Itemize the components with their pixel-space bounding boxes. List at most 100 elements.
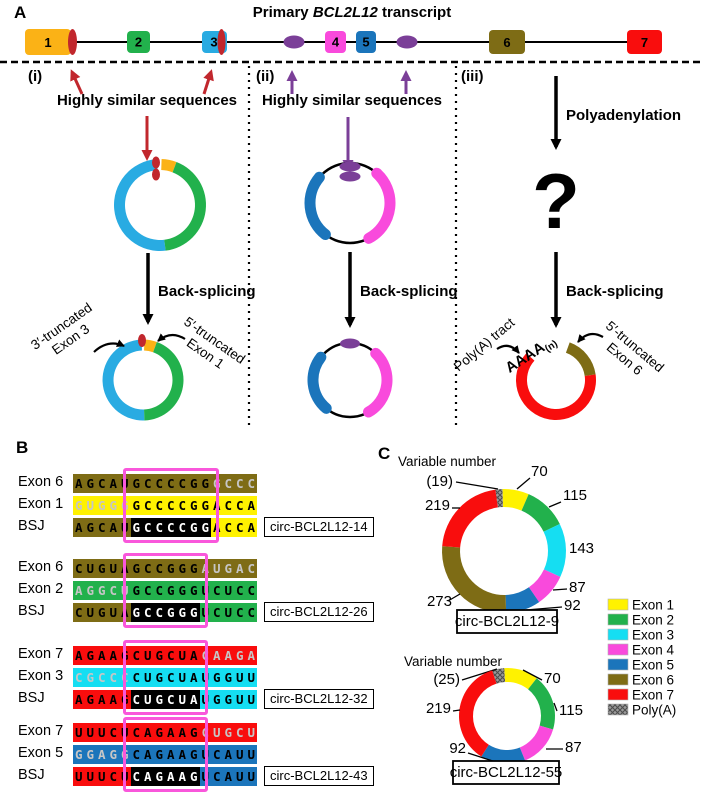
panel-c: C Variable number Variable number (19) 70… — [378, 444, 676, 785]
seq-base: C — [107, 581, 119, 600]
legend-label: Exon 7 — [632, 688, 674, 703]
donut-value-label: 115 — [563, 487, 587, 504]
legend-swatch-exon2 — [607, 613, 629, 626]
section-ii-label: (ii) — [256, 68, 274, 85]
seq-base: A — [211, 646, 223, 665]
seq-base: G — [153, 767, 165, 786]
seq-row-label: BSJ — [18, 767, 45, 783]
legend-label: Exon 1 — [632, 598, 674, 613]
seq-base: U — [245, 745, 257, 764]
seq-base: A — [222, 767, 234, 786]
seq-base: U — [211, 723, 223, 742]
seq-base: U — [234, 767, 246, 786]
seq-base: A — [188, 668, 200, 687]
seq-base: G — [188, 474, 200, 493]
seq-base: A — [73, 518, 85, 537]
seq-base: A — [107, 690, 119, 709]
seq-base: U — [176, 646, 188, 665]
seq-base: A — [142, 767, 154, 786]
donut-value-label: 115 — [559, 702, 583, 719]
exon-arc-exon4 — [363, 167, 396, 244]
seq-base: G — [188, 518, 200, 537]
seq-base: A — [73, 581, 85, 600]
ring-arc-exon2 — [164, 162, 207, 251]
seq-base: G — [222, 668, 234, 687]
seq-row-label: BSJ — [18, 690, 45, 706]
seq-base: G — [130, 603, 142, 622]
legend-label: Exon 4 — [632, 643, 675, 658]
seq-base: A — [73, 690, 85, 709]
seq-base: C — [96, 518, 108, 537]
donut-callout-line — [455, 481, 499, 490]
exon-arcs-ii — [304, 167, 396, 418]
seq-base: C — [234, 474, 246, 493]
exon-5-box — [356, 31, 376, 53]
pairing-dot-2 — [152, 168, 160, 181]
circ-name-1: circ-BCL2L12-9 — [455, 613, 559, 630]
donut-segment-exon-1 — [502, 489, 529, 511]
donut-callout-line — [522, 669, 543, 681]
seq-base: U — [176, 690, 188, 709]
seq-base: C — [153, 518, 165, 537]
seq-base: A — [73, 474, 85, 493]
seq-base: C — [176, 496, 188, 515]
variable-number-label-1: Variable number — [398, 454, 497, 469]
donut-segment-exon-2 — [521, 494, 560, 532]
seq-base: G — [73, 496, 85, 515]
donut-value-label: 92 — [449, 740, 466, 757]
seq-base: C — [222, 474, 234, 493]
circ-name-2: circ-BCL2L12-55 — [450, 764, 563, 781]
donut-value-label: 143 — [569, 540, 594, 557]
legend-label: Poly(A) — [632, 703, 676, 718]
seq-base: G — [96, 559, 108, 578]
seq-base: U — [245, 668, 257, 687]
seq-base: C — [153, 581, 165, 600]
exon-5-number: 5 — [362, 35, 369, 50]
motif-highlight-box — [122, 468, 219, 543]
ring-arc-exon6 — [565, 342, 596, 376]
seq-base: A — [188, 646, 200, 665]
seq-base: G — [188, 559, 200, 578]
intron-pair-oval-1 — [339, 161, 361, 172]
donut-callout-line — [516, 477, 531, 490]
exon-2-box — [127, 31, 150, 53]
seq-base: G — [84, 646, 96, 665]
seq-base: C — [73, 559, 85, 578]
seq-base: G — [96, 496, 108, 515]
ring-arc-exon1A — [144, 339, 157, 353]
legend-swatch-polya — [607, 703, 629, 716]
backsplicing-label-ii: Back-splicing — [360, 283, 458, 300]
ring-arc-exon3A — [114, 159, 166, 251]
seq-base: G — [96, 581, 108, 600]
ring-arc-exon3A — [102, 339, 145, 421]
legend-label: Exon 2 — [632, 613, 674, 628]
seq-base: C — [234, 496, 246, 515]
donut-segment-poly-a- — [495, 489, 504, 508]
seq-base: A — [73, 646, 85, 665]
seq-base: G — [130, 559, 142, 578]
seq-base: G — [73, 745, 85, 764]
seq-row-label: Exon 7 — [18, 723, 64, 739]
seq-base: G — [153, 745, 165, 764]
seq-base: U — [245, 723, 257, 742]
motif-highlight-box — [122, 640, 208, 715]
exon-3-number: 3 — [210, 35, 217, 50]
seq-base: U — [211, 559, 223, 578]
section-i-label: (i) — [28, 68, 42, 85]
exon-2-number: 2 — [135, 35, 142, 50]
pointer-arrow-polya — [496, 344, 520, 354]
seq-base: A — [245, 496, 257, 515]
seq-base: C — [107, 668, 119, 687]
donut-value-label: 219 — [426, 700, 451, 717]
bsj-dot — [138, 334, 146, 347]
seq-base: C — [73, 603, 85, 622]
ring-arc-exon7 — [516, 353, 596, 420]
legend-swatch-exon5 — [607, 658, 629, 671]
seq-base: G — [84, 518, 96, 537]
section-ii-caption: Highly similar sequences — [262, 92, 442, 109]
circ-name-tag: circ-BCL2L12-32 — [264, 689, 374, 709]
seq-base: U — [107, 603, 119, 622]
exon-1-box — [25, 29, 71, 55]
